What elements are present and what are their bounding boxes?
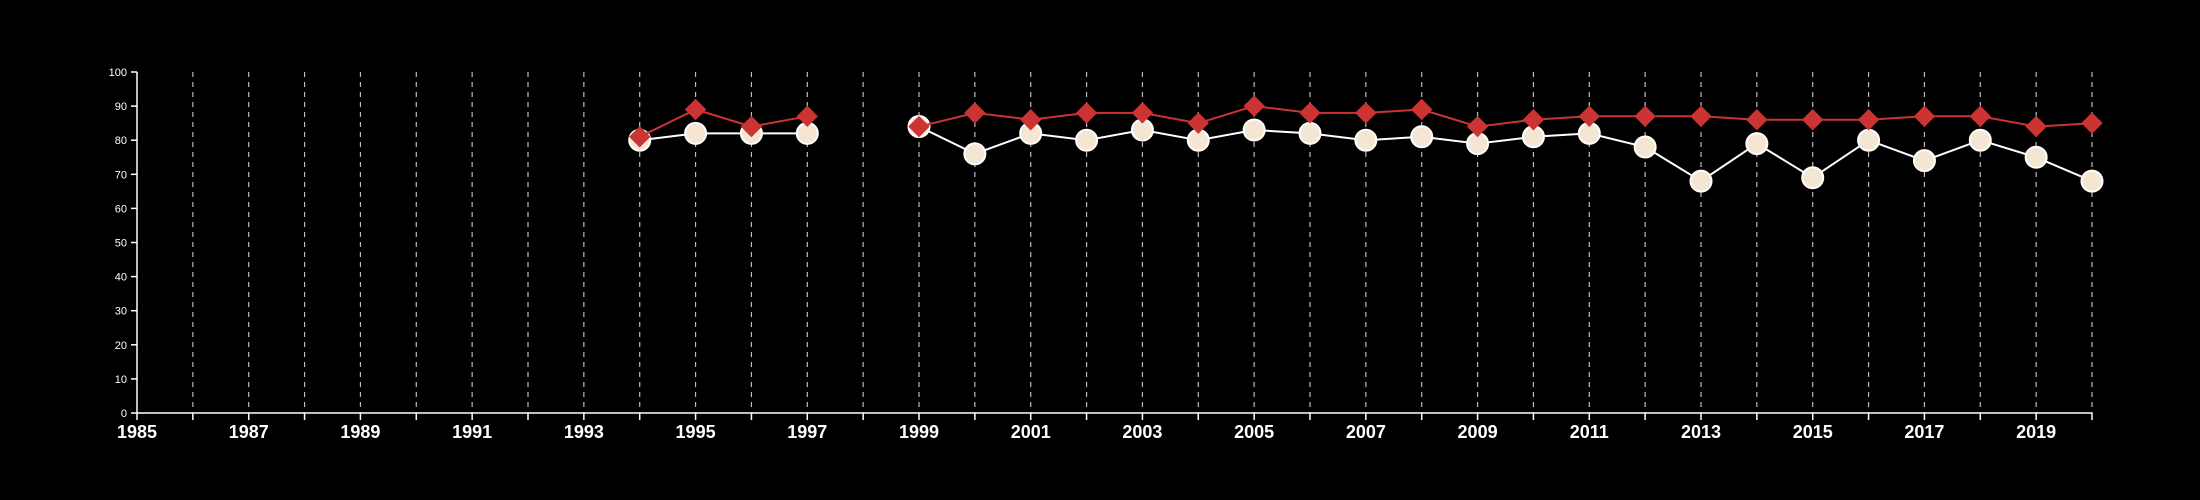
- x-tick-label-1989: 1989: [340, 422, 380, 442]
- x-tick-label-1991: 1991: [452, 422, 492, 442]
- x-tick-label-2003: 2003: [1122, 422, 1162, 442]
- point-circle-2016: [1857, 128, 1881, 152]
- x-tick-label-1999: 1999: [899, 422, 939, 442]
- series-diamond: [629, 95, 2103, 148]
- y-tick-label-40: 40: [115, 272, 127, 284]
- point-diamond-2015: [1802, 109, 1824, 131]
- point-diamond-2001: [1020, 109, 1042, 131]
- x-tick-label-1985: 1985: [117, 422, 157, 442]
- y-tick-label-70: 70: [115, 169, 127, 181]
- x-tick-label-2017: 2017: [1904, 422, 1944, 442]
- x-tick-label-2005: 2005: [1234, 422, 1274, 442]
- point-diamond-2008: [1411, 98, 1433, 121]
- x-tick-label-2013: 2013: [1681, 422, 1721, 442]
- point-diamond-2006: [1299, 102, 1321, 124]
- vertical-gridlines: [192, 72, 2093, 413]
- point-diamond-2018: [1969, 105, 1991, 128]
- x-tick-label-2015: 2015: [1793, 422, 1833, 442]
- point-diamond-2009: [1466, 115, 1489, 138]
- y-tick-label-100: 100: [109, 67, 127, 79]
- point-circle-2014: [1745, 132, 1769, 156]
- point-diamond-2017: [1913, 105, 1936, 128]
- y-tick-label-50: 50: [115, 238, 127, 250]
- series: [628, 95, 2104, 193]
- x-tick-label-1995: 1995: [676, 422, 716, 442]
- point-diamond-2003: [1131, 102, 1154, 124]
- y-tick-label-60: 60: [115, 203, 127, 215]
- point-diamond-2013: [1690, 105, 1712, 128]
- point-diamond-2000: [964, 102, 986, 124]
- point-circle-2005: [1242, 118, 1266, 142]
- point-circle-2015: [1801, 166, 1825, 190]
- series-diamond-line-1: [918, 105, 2093, 128]
- point-diamond-2016: [1857, 109, 1880, 131]
- point-circle-2018: [1968, 128, 1992, 152]
- point-diamond-2005: [1243, 95, 1265, 117]
- point-circle-2020: [2080, 169, 2104, 193]
- x-tick-label-2001: 2001: [1011, 422, 1051, 442]
- point-diamond-2007: [1355, 102, 1377, 124]
- point-circle-1995: [684, 121, 708, 145]
- point-circle-2000: [963, 142, 987, 166]
- point-diamond-1995: [684, 98, 707, 121]
- y-tick-label-30: 30: [115, 306, 127, 318]
- x-tick-label-1993: 1993: [564, 422, 604, 442]
- point-diamond-2010: [1522, 109, 1545, 131]
- point-circle-2006: [1298, 121, 1322, 145]
- point-diamond-1999: [908, 115, 930, 138]
- point-circle-2002: [1075, 128, 1099, 152]
- point-diamond-2012: [1634, 105, 1656, 128]
- series-circle-line-1: [918, 125, 2093, 183]
- y-tick-label-0: 0: [121, 408, 127, 420]
- point-diamond-2019: [2025, 115, 2047, 138]
- x-tick-label-2019: 2019: [2016, 422, 2056, 442]
- y-tick-label-10: 10: [115, 374, 127, 386]
- point-diamond-2004: [1187, 112, 1209, 134]
- point-circle-2012: [1633, 135, 1657, 159]
- y-tick-label-80: 80: [115, 135, 127, 147]
- y-tick-label-20: 20: [115, 340, 127, 352]
- x-tick-label-1997: 1997: [787, 422, 827, 442]
- point-diamond-2020: [2081, 112, 2103, 134]
- point-diamond-2014: [1746, 109, 1768, 131]
- point-circle-2017: [1912, 149, 1936, 173]
- point-circle-2007: [1354, 128, 1378, 152]
- point-diamond-1994: [629, 126, 651, 148]
- x-tick-label-2009: 2009: [1458, 422, 1498, 442]
- point-diamond-1997: [796, 105, 818, 128]
- point-circle-2013: [1689, 169, 1713, 193]
- point-diamond-2011: [1578, 105, 1600, 128]
- x-tick-label-1987: 1987: [229, 422, 269, 442]
- point-diamond-2002: [1075, 102, 1098, 124]
- point-circle-2019: [2024, 145, 2048, 169]
- point-circle-2008: [1410, 125, 1434, 149]
- axes: 0 10 20 30 40 50 60 70 80 90 100 1985 1987 1989 1991 19…: [109, 67, 2093, 442]
- y-tick-label-90: 90: [115, 101, 127, 113]
- point-diamond-1996: [740, 115, 763, 138]
- x-tick-label-2011: 2011: [1570, 422, 1609, 442]
- x-tick-label-2007: 2007: [1346, 422, 1386, 442]
- series-circle-line-0: [639, 132, 808, 142]
- series-diamond-line-0: [639, 108, 808, 138]
